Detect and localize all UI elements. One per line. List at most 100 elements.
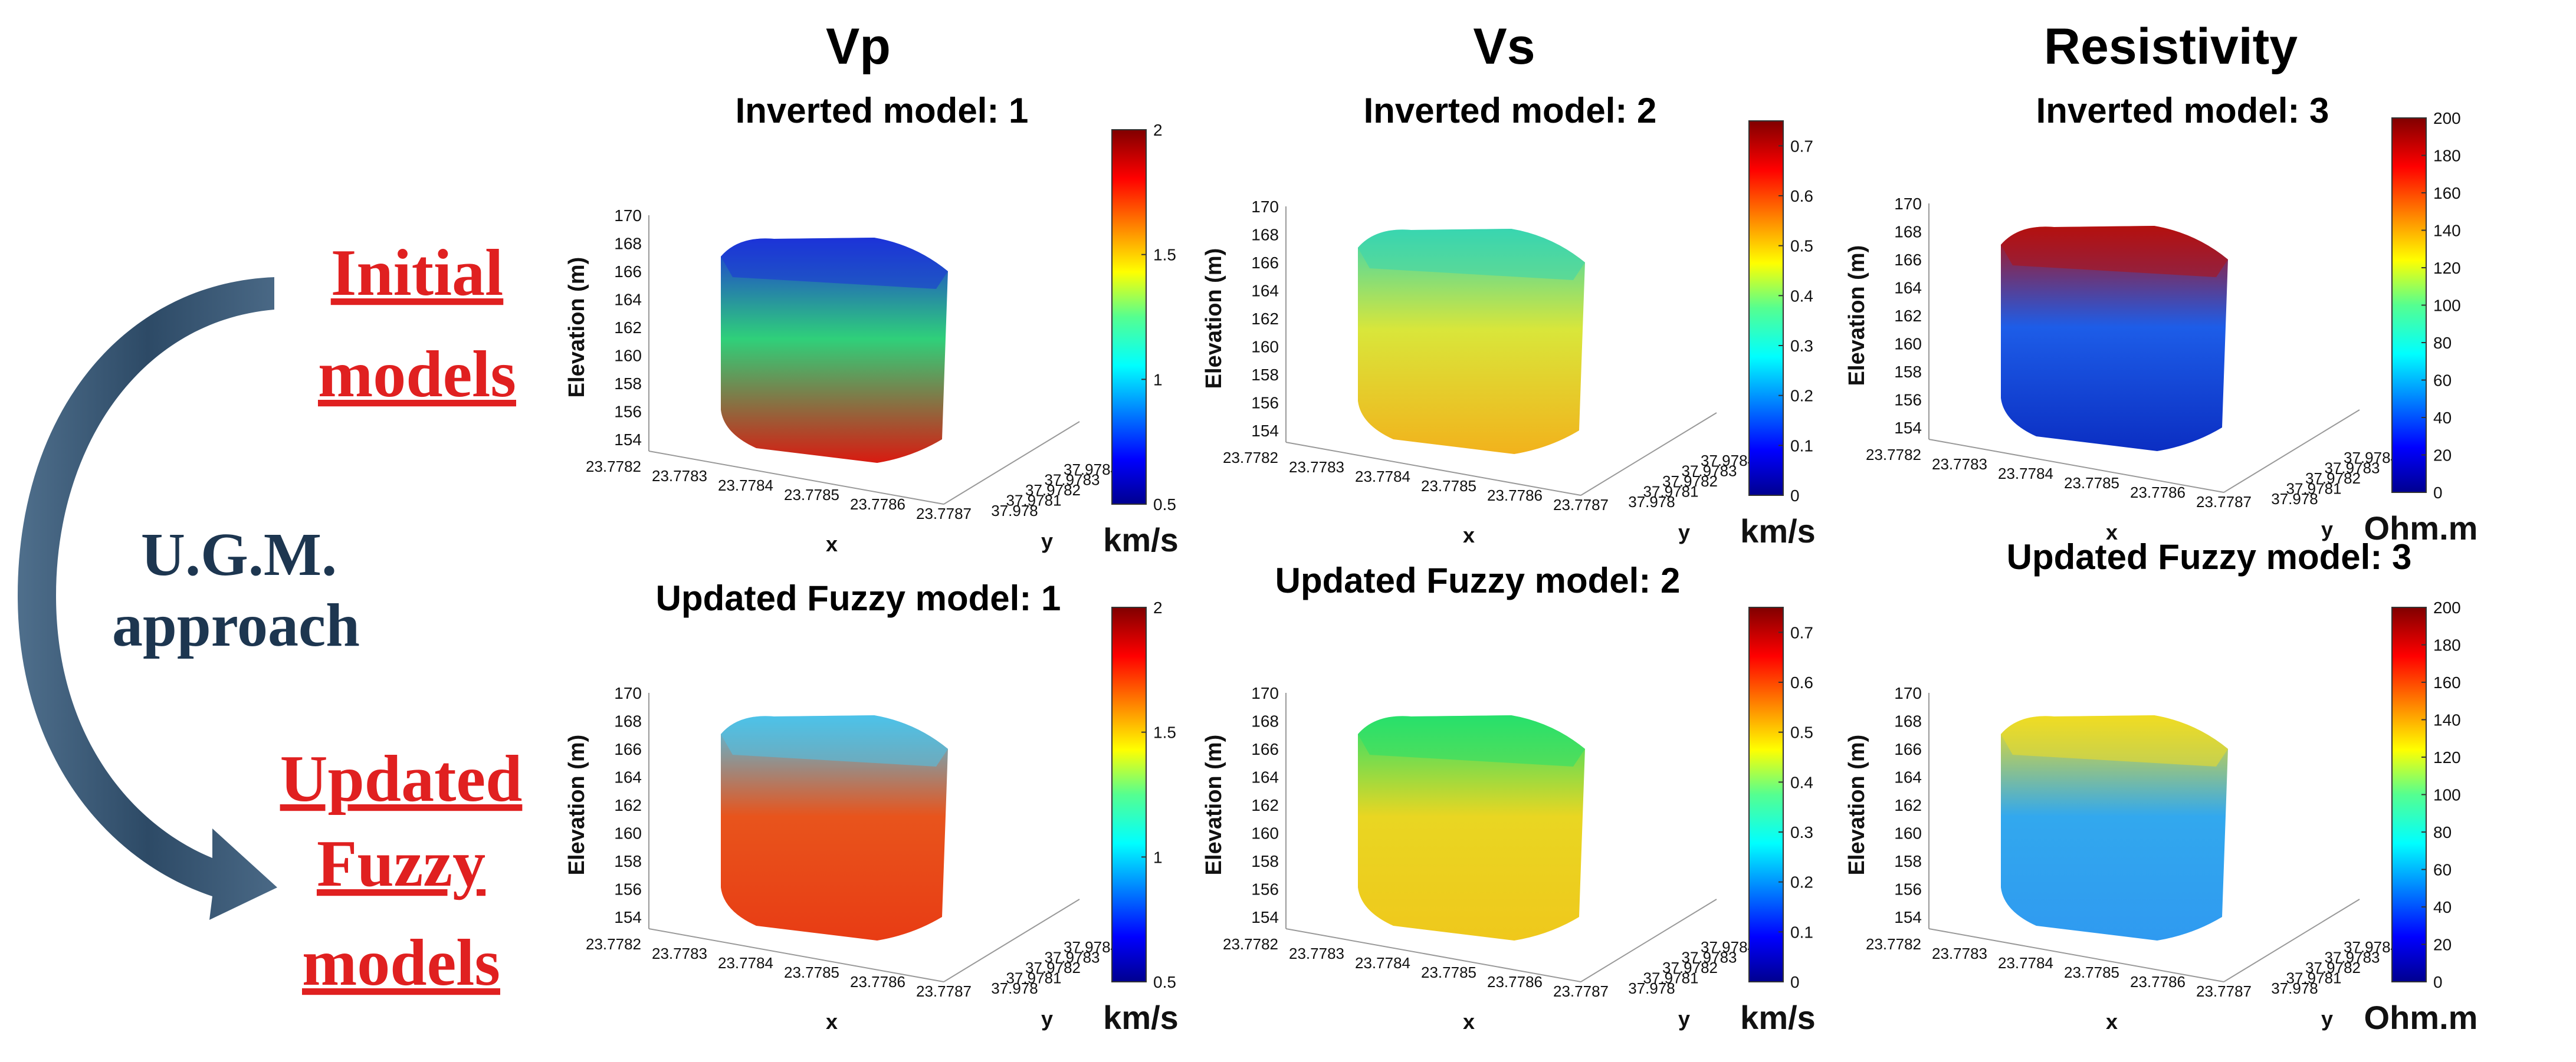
y-tick-label: 37.9784 [1064, 938, 1119, 956]
z-tick-label: 164 [614, 291, 642, 309]
y-tick-label: 37.9782 [1025, 959, 1081, 976]
x-tick-label: 23.7786 [1487, 486, 1543, 504]
colorbar-tick-label: 0.2 [1790, 387, 1813, 405]
colorbar-tick-label: 0.7 [1790, 623, 1813, 642]
z-tick-label: 156 [1894, 880, 1922, 899]
initial-line-2: models [318, 338, 516, 411]
y-tick-label: 37.9781 [1643, 483, 1699, 501]
colorbar-tick-label: 0.1 [1790, 436, 1813, 455]
colorbar-tick-label: 1 [1153, 848, 1163, 866]
colorbar-tick-label: 60 [2433, 861, 2452, 879]
header-vp: Vp [826, 18, 891, 75]
header-resistivity: Resistivity [2044, 18, 2298, 75]
z-tick-label: 160 [1251, 338, 1279, 356]
colorbar-tick-label: 0 [1790, 486, 1800, 505]
z-tick-label: 156 [1251, 880, 1279, 899]
y-tick-label: 37.9783 [1682, 462, 1737, 480]
z-tick-label: 154 [614, 430, 642, 449]
colorbar-tick-label: 80 [2433, 823, 2452, 841]
colorbar-tick-label: 0 [2433, 484, 2443, 502]
x-axis-line [1928, 928, 2224, 982]
colorbar-tick-label: 0.5 [1790, 724, 1813, 742]
z-tick-label: 166 [1251, 254, 1279, 272]
z-tick-label: 156 [614, 403, 642, 421]
y-axis-label: y [2321, 1007, 2333, 1031]
x-tick-label: 23.7784 [1355, 468, 1410, 485]
z-tick-label: 162 [1251, 310, 1279, 328]
colorbar-tick-label: 0.5 [1790, 237, 1813, 255]
colorbar-tick-label: 40 [2433, 409, 2452, 427]
colorbar-tick-label: 0.2 [1790, 873, 1813, 892]
model-top-face [721, 238, 948, 289]
colorbar-tick-label: 120 [2433, 259, 2461, 277]
z-tick-label: 170 [1251, 684, 1279, 702]
x-axis-label: x [826, 1010, 838, 1034]
z-tick-label: 166 [1894, 740, 1922, 758]
z-tick-label: 158 [1251, 852, 1279, 870]
y-tick-label: 37.9781 [1643, 969, 1699, 987]
model-volume [1358, 715, 1585, 941]
z-tick-label: 156 [1894, 391, 1922, 409]
z-tick-label: 168 [1894, 223, 1922, 241]
elevation-axis-label: Elevation (m) [565, 257, 589, 398]
x-axis-line [648, 451, 944, 505]
panel-3: Inverted model: 3 Elevation (m) 170 168 166 1… [1845, 91, 2477, 547]
colorbar [2391, 117, 2427, 493]
panel-4: Updated Fuzzy model: 1 Elevation (m) 170 16… [565, 578, 1179, 1036]
y-tick-label: 37.9782 [2305, 469, 2361, 487]
model-volume [2001, 226, 2228, 451]
model-volume [721, 238, 948, 463]
x-axis-label: x [1463, 523, 1475, 547]
elevation-axis-label: Elevation (m) [1845, 735, 1869, 876]
updated-models-label: Updated Fuzzy models [280, 742, 523, 999]
z-tick-label: 164 [1894, 768, 1922, 787]
y-tick-label: 37.9781 [1006, 492, 1062, 509]
initial-models-label: Initial models [318, 236, 516, 411]
y-axis-line [943, 421, 1080, 505]
model-top-face [2001, 715, 2228, 767]
x-tick-label: 23.7783 [1289, 458, 1344, 476]
y-tick-label: 37.978 [991, 979, 1038, 997]
z-tick-label: 166 [1894, 251, 1922, 269]
x-tick-label: 23.7786 [2130, 484, 2186, 501]
x-tick-label: 23.7785 [784, 486, 839, 504]
x-tick-label: 23.7783 [652, 945, 707, 962]
colorbar-tick-label: 100 [2433, 786, 2461, 804]
panel-title: Updated Fuzzy model: 1 [656, 578, 1061, 618]
y-tick-label: 37.978 [1628, 979, 1675, 997]
y-axis-line [2223, 409, 2360, 493]
y-axis-label: y [1041, 529, 1053, 553]
z-tick-label: 166 [1251, 740, 1279, 758]
x-tick-label: 23.7783 [1289, 945, 1344, 962]
model-volume [1358, 229, 1585, 454]
z-tick-label: 170 [1251, 198, 1279, 216]
x-tick-label: 23.7786 [1487, 973, 1543, 991]
z-tick-label: 158 [614, 852, 642, 870]
x-tick-label: 23.7787 [1553, 496, 1609, 514]
colorbar-tick-label: 100 [2433, 297, 2461, 315]
y-axis-line [1580, 412, 1717, 496]
x-axis-line [1285, 928, 1581, 982]
model-top-face [2001, 226, 2228, 277]
elevation-axis-label: Elevation (m) [1845, 245, 1869, 386]
x-tick-label: 23.7782 [1223, 935, 1278, 953]
colorbar-tick-label: 0.6 [1790, 187, 1813, 205]
y-tick-label: 37.9782 [1662, 959, 1718, 976]
colorbar-tick-label: 0.3 [1790, 337, 1813, 355]
approach-label: U.G.M. approach [112, 521, 360, 659]
y-tick-label: 37.9782 [1662, 472, 1718, 490]
x-tick-label: 23.7784 [1355, 954, 1410, 972]
panel-title: Updated Fuzzy model: 3 [2007, 537, 2412, 577]
colorbar-tick-label: 140 [2433, 711, 2461, 729]
z-tick-label: 170 [614, 684, 642, 702]
z-tick-label: 162 [614, 318, 642, 337]
elevation-axis-label: Elevation (m) [1202, 248, 1226, 389]
colorbar-tick-label: 2 [1153, 121, 1163, 139]
y-tick-label: 37.9782 [2305, 959, 2361, 976]
z-tick-label: 162 [614, 796, 642, 814]
z-tick-label: 154 [614, 908, 642, 926]
y-tick-label: 37.9784 [1701, 938, 1756, 956]
colorbar-tick-label: 180 [2433, 636, 2461, 655]
colorbar-tick-label: 20 [2433, 446, 2452, 465]
panel-title: Updated Fuzzy model: 2 [1275, 561, 1681, 600]
